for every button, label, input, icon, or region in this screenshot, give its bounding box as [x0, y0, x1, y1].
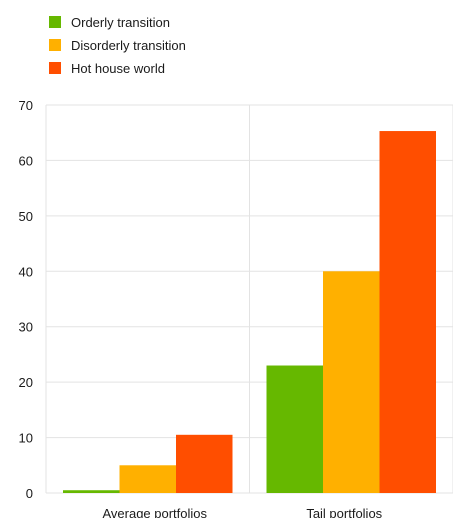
- bar-0-0: [63, 490, 120, 493]
- bars: [63, 131, 436, 493]
- y-tick-label-4: 40: [19, 264, 33, 279]
- legend-swatch-0: [49, 16, 61, 28]
- y-tick-label-2: 20: [19, 375, 33, 390]
- y-tick-label-7: 70: [19, 98, 33, 113]
- y-tick-label-6: 60: [19, 153, 33, 168]
- y-tick-label-1: 10: [19, 431, 33, 446]
- y-tick-label-0: 0: [26, 486, 33, 501]
- y-tick-label-5: 50: [19, 209, 33, 224]
- y-axis-ticks: 0 10 20 30 40 50 60 70: [19, 98, 33, 501]
- legend-label-0: Orderly transition: [71, 15, 170, 30]
- legend: Orderly transition Disorderly transition H…: [49, 15, 186, 76]
- x-axis-labels: Average portfolios Tail portfolios: [102, 506, 382, 518]
- legend-label-2: Hot house world: [71, 61, 165, 76]
- gridlines: [45, 104, 453, 494]
- legend-swatch-1: [49, 39, 61, 51]
- y-tick-label-3: 30: [19, 320, 33, 335]
- bar-1-2: [379, 131, 436, 493]
- x-category-label-1: Tail portfolios: [306, 506, 382, 518]
- bar-1-0: [266, 365, 323, 493]
- bar-1-1: [323, 271, 380, 493]
- bar-0-1: [119, 465, 176, 493]
- bar-0-2: [176, 434, 233, 493]
- legend-label-1: Disorderly transition: [71, 38, 186, 53]
- legend-swatch-2: [49, 62, 61, 74]
- x-category-label-0: Average portfolios: [102, 506, 207, 518]
